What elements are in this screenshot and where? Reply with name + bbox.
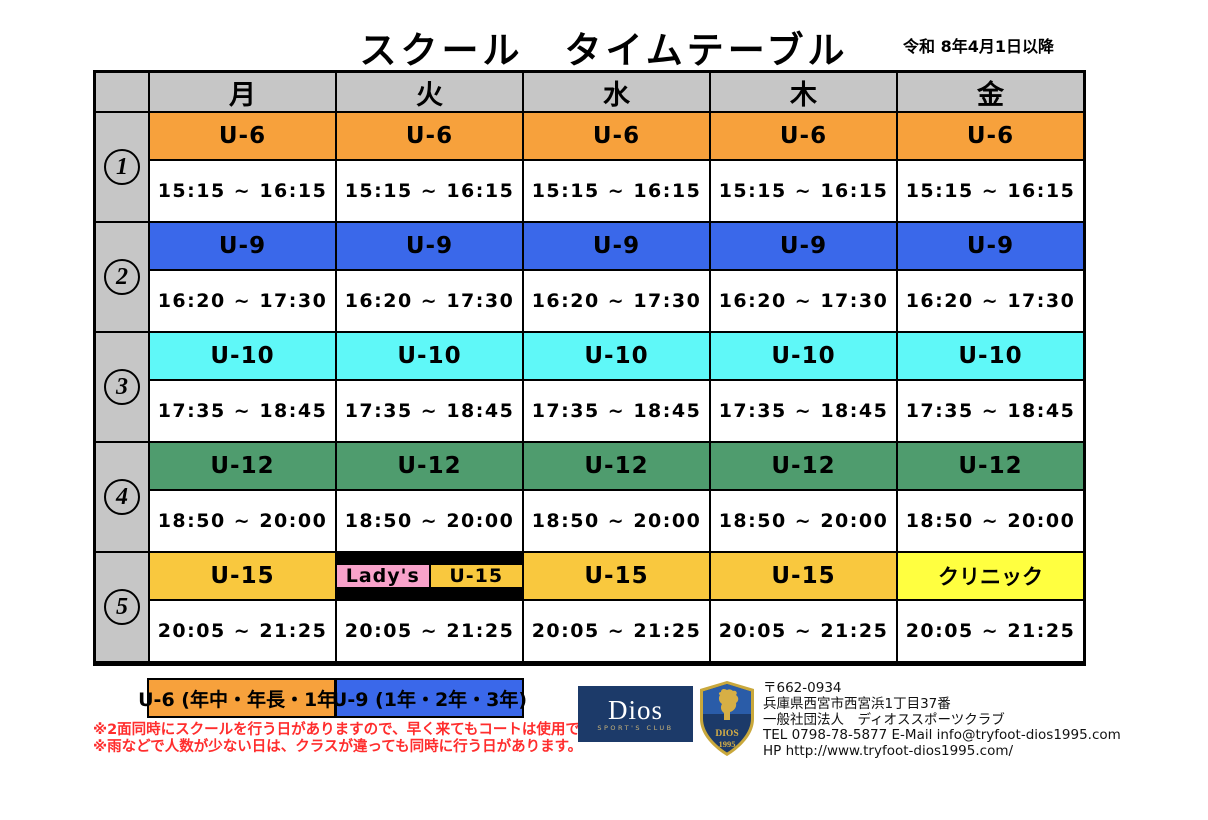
- legend: U-6 (年中・年長・1年) U-9 (1年・2年・3年): [138, 678, 527, 718]
- time-cell: 18:50 ~ 20:00: [524, 491, 709, 551]
- band-cell: U-9: [711, 223, 896, 269]
- crest-lion-shape: [718, 688, 739, 720]
- time-cell: 20:05 ~ 21:25: [150, 601, 335, 661]
- timetable-grid: 月 火 水 木 金 1 U-6 U-6 U-6 U-6 U-6 15:15 ~ …: [93, 70, 1086, 666]
- time-cell: 15:15 ~ 16:15: [337, 161, 522, 221]
- band-cell: U-15: [524, 553, 709, 599]
- row-number: 1: [104, 149, 140, 185]
- contact-block: 〒662-0934 兵庫県西宮市西宮浜1丁目37番 一般社団法人 ディオススポー…: [763, 680, 1121, 760]
- row-number: 2: [104, 259, 140, 295]
- band-cell: U-9: [337, 223, 522, 269]
- time-cell: 18:50 ~ 20:00: [898, 491, 1083, 551]
- row-label-2: 2: [96, 223, 148, 331]
- band-cell: U-12: [711, 443, 896, 489]
- time-cell: 16:20 ~ 17:30: [898, 271, 1083, 331]
- band-cell: U-6: [898, 113, 1083, 159]
- time-cell: 15:15 ~ 16:15: [898, 161, 1083, 221]
- band-cell: U-12: [150, 443, 335, 489]
- effective-date: 令和 8年4月1日以降: [903, 37, 1054, 56]
- legend-u9: U-9 (1年・2年・3年): [332, 678, 527, 718]
- dios-logo-subtitle: SPORT'S CLUB: [597, 723, 674, 732]
- time-cell: 16:20 ~ 17:30: [711, 271, 896, 331]
- row-label-1: 1: [96, 113, 148, 221]
- homepage-line: HP http://www.tryfoot-dios1995.com/: [763, 743, 1014, 760]
- dios-logo: Dios SPORT'S CLUB: [578, 686, 693, 742]
- disclaimer-notes: ※2面同時にスクールを行う日がありますので、早く来てもコートは使用できません。 …: [93, 722, 652, 756]
- band-ladys: Lady's: [337, 565, 429, 587]
- row-number: 5: [104, 589, 140, 625]
- postal-code: 〒662-0934: [763, 680, 842, 696]
- time-cell: 20:05 ~ 21:25: [898, 601, 1083, 661]
- crest-year-text: 1995: [719, 739, 736, 749]
- time-cell: 17:35 ~ 18:45: [711, 381, 896, 441]
- day-header-fri: 金: [898, 73, 1083, 111]
- time-cell: 16:20 ~ 17:30: [337, 271, 522, 331]
- band-cell: U-15: [150, 553, 335, 599]
- band-cell: U-6: [524, 113, 709, 159]
- time-cell: 20:05 ~ 21:25: [711, 601, 896, 661]
- note-line-1: ※2面同時にスクールを行う日がありますので、早く来てもコートは使用できません。: [93, 722, 652, 738]
- band-cell: U-6: [337, 113, 522, 159]
- row-label-4: 4: [96, 443, 148, 551]
- band-cell-clinic: クリニック: [898, 553, 1083, 599]
- band-cell: U-6: [150, 113, 335, 159]
- day-header-tue: 火: [337, 73, 522, 111]
- band-cell: U-6: [711, 113, 896, 159]
- time-cell: 18:50 ~ 20:00: [150, 491, 335, 551]
- band-cell-split-tue: Lady's U-15: [337, 553, 522, 599]
- dios-crest-icon: DIOS 1995: [697, 680, 757, 762]
- time-cell: 17:35 ~ 18:45: [524, 381, 709, 441]
- corner-cell: [96, 73, 148, 111]
- band-cell: U-15: [711, 553, 896, 599]
- time-cell: 15:15 ~ 16:15: [711, 161, 896, 221]
- day-header-thu: 木: [711, 73, 896, 111]
- crest-name-text: DIOS: [715, 729, 738, 739]
- band-cell: U-9: [150, 223, 335, 269]
- band-cell: U-12: [898, 443, 1083, 489]
- time-cell: 17:35 ~ 18:45: [150, 381, 335, 441]
- time-cell: 20:05 ~ 21:25: [337, 601, 522, 661]
- page-title: スクール タイムテーブル: [359, 29, 849, 72]
- band-u15: U-15: [430, 565, 522, 587]
- day-header-wed: 水: [524, 73, 709, 111]
- band-cell: U-12: [524, 443, 709, 489]
- time-cell: 18:50 ~ 20:00: [711, 491, 896, 551]
- band-cell: U-10: [337, 333, 522, 379]
- time-cell: 15:15 ~ 16:15: [524, 161, 709, 221]
- band-cell: U-10: [898, 333, 1083, 379]
- day-header-mon: 月: [150, 73, 335, 111]
- band-cell: U-10: [711, 333, 896, 379]
- band-cell: U-10: [524, 333, 709, 379]
- legend-u6: U-6 (年中・年長・1年): [138, 678, 345, 718]
- dios-wordmark: Dios: [607, 694, 663, 725]
- tel-email-line: TEL 0798-78-5877 E-Mail info@tryfoot-dio…: [763, 727, 1121, 744]
- row-number: 4: [104, 479, 140, 515]
- row-label-5: 5: [96, 553, 148, 661]
- time-cell: 20:05 ~ 21:25: [524, 601, 709, 661]
- time-cell: 17:35 ~ 18:45: [898, 381, 1083, 441]
- time-cell: 16:20 ~ 17:30: [150, 271, 335, 331]
- address-line: 兵庫県西宮市西宮浜1丁目37番: [763, 695, 951, 712]
- row-number: 3: [104, 369, 140, 405]
- note-line-2: ※雨などで人数が少ない日は、クラスが違っても同時に行う日があります。: [93, 739, 583, 755]
- time-cell: 15:15 ~ 16:15: [150, 161, 335, 221]
- row-label-3: 3: [96, 333, 148, 441]
- band-cell: U-9: [898, 223, 1083, 269]
- time-cell: 16:20 ~ 17:30: [524, 271, 709, 331]
- organization-name: 一般社団法人 ディオススポーツクラブ: [763, 711, 1005, 728]
- band-cell: U-10: [150, 333, 335, 379]
- band-cell: U-12: [337, 443, 522, 489]
- band-cell: U-9: [524, 223, 709, 269]
- time-cell: 17:35 ~ 18:45: [337, 381, 522, 441]
- time-cell: 18:50 ~ 20:00: [337, 491, 522, 551]
